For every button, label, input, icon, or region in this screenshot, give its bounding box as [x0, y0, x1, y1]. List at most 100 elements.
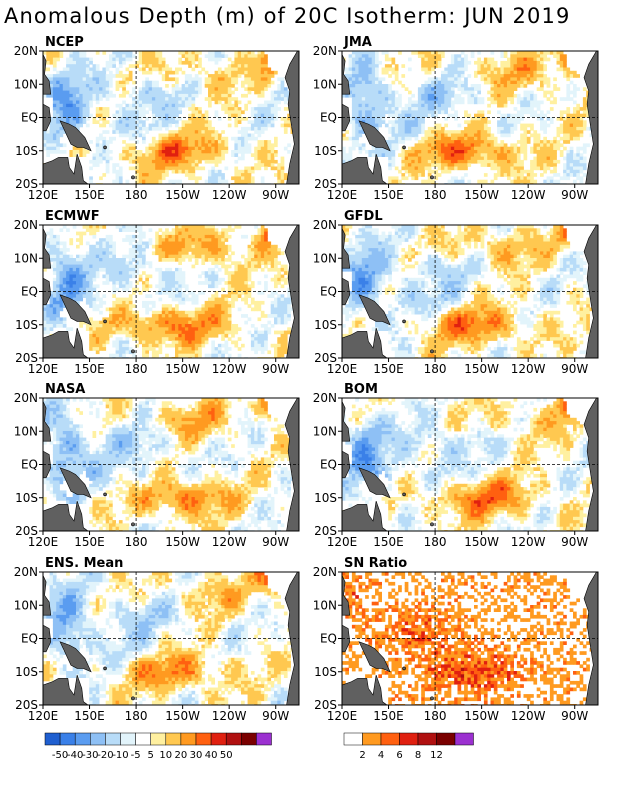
field-cell — [490, 143, 495, 148]
field-cell — [381, 51, 386, 55]
field-cell — [168, 100, 173, 105]
field-cell — [431, 150, 435, 154]
field-cell — [526, 54, 531, 58]
field-cell — [283, 146, 288, 151]
field-cell — [497, 80, 501, 85]
field-cell — [145, 176, 149, 181]
field-cell — [267, 254, 272, 259]
field-cell — [56, 130, 60, 134]
field-cell — [543, 93, 547, 98]
field-cell — [516, 156, 521, 161]
field-cell — [208, 225, 212, 229]
field-cell — [264, 251, 268, 256]
field-cell — [264, 254, 268, 259]
field-cell — [105, 261, 110, 265]
y-tick-label: 20S — [314, 177, 337, 191]
field-cell — [457, 156, 462, 161]
field-cell — [507, 74, 511, 78]
field-cell — [155, 166, 159, 171]
field-cell — [270, 146, 275, 151]
field-cell — [79, 110, 83, 115]
field-cell — [487, 103, 491, 108]
field-cell — [188, 136, 192, 141]
field-cell — [135, 287, 140, 292]
field-cell — [358, 70, 363, 75]
field-cell — [487, 70, 491, 75]
field-cell — [105, 156, 110, 161]
field-cell — [250, 126, 255, 131]
field-cell — [368, 90, 373, 95]
field-cell — [181, 84, 186, 88]
field-cell — [536, 64, 541, 68]
field-cell — [371, 67, 376, 72]
field-cell — [145, 281, 149, 285]
field-cell — [450, 113, 455, 118]
field-cell — [224, 103, 229, 108]
field-cell — [264, 54, 268, 58]
field-cell — [211, 231, 215, 236]
field-cell — [155, 284, 159, 289]
field-cell — [181, 248, 186, 252]
field-cell — [69, 90, 74, 95]
field-cell — [559, 130, 564, 134]
field-cell — [76, 110, 80, 115]
field-cell — [553, 156, 557, 161]
field-cell — [135, 271, 140, 275]
field-cell — [234, 107, 239, 111]
field-cell — [579, 133, 584, 138]
field-cell — [224, 244, 229, 249]
field-cell — [155, 57, 159, 62]
field-cell — [378, 146, 382, 151]
new-guinea-landmass — [59, 120, 92, 152]
field-cell — [66, 57, 70, 62]
field-cell — [201, 251, 206, 256]
field-cell — [204, 143, 209, 148]
field-cell — [257, 84, 262, 88]
field-cell — [404, 120, 409, 124]
field-cell — [470, 156, 475, 161]
field-cell — [165, 228, 169, 232]
field-cell — [49, 51, 54, 55]
field-cell — [125, 103, 130, 108]
field-cell — [283, 100, 288, 105]
field-cell — [95, 80, 100, 85]
field-cell — [247, 64, 252, 68]
field-cell — [204, 110, 209, 115]
field-cell — [211, 274, 215, 279]
field-cell — [69, 77, 74, 82]
x-tick-label: 150W — [165, 188, 200, 202]
field-cell — [92, 117, 97, 121]
field-cell — [52, 110, 57, 115]
field-cell — [483, 173, 488, 177]
field-cell — [391, 176, 396, 181]
field-cell — [490, 153, 495, 157]
field-cell — [224, 100, 229, 105]
field-cell — [424, 159, 429, 164]
field-cell — [118, 133, 123, 138]
field-cell — [208, 179, 212, 184]
field-cell — [122, 77, 126, 82]
field-cell — [454, 159, 458, 164]
field-cell — [493, 156, 498, 161]
field-cell — [546, 80, 551, 85]
field-cell — [56, 254, 60, 259]
field-cell — [49, 251, 54, 256]
field-cell — [237, 284, 242, 289]
field-cell — [234, 173, 239, 177]
field-cell — [105, 254, 110, 259]
field-cell — [165, 113, 169, 118]
field-cell — [59, 277, 64, 282]
field-cell — [384, 103, 389, 108]
field-cell — [368, 54, 373, 58]
field-cell — [579, 156, 584, 161]
field-cell — [66, 254, 70, 259]
field-cell — [431, 54, 435, 58]
field-cell — [82, 267, 87, 272]
field-cell — [76, 87, 80, 91]
field-cell — [62, 271, 67, 275]
field-cell — [530, 110, 534, 115]
field-cell — [201, 67, 206, 72]
field-cell — [181, 126, 186, 131]
field-cell — [497, 123, 501, 128]
field-cell — [467, 143, 472, 148]
